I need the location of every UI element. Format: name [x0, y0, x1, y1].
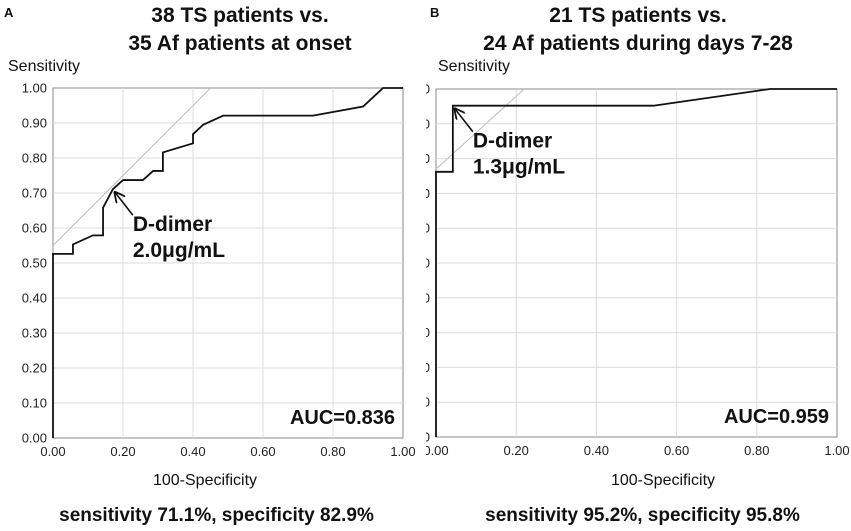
x-tick-label: 1.00 — [824, 443, 849, 458]
y-tick-label: 0.60 — [22, 221, 47, 236]
x-tick-label: 0.60 — [664, 443, 689, 458]
x-tick-label: 0.20 — [504, 443, 529, 458]
y-tick-label: 0.30 — [426, 325, 430, 340]
chart-title-line-2: 35 Af patients at onset — [128, 32, 352, 55]
x-tick-label: 0.80 — [320, 444, 345, 459]
y-axis-label: Sensitivity — [8, 58, 81, 75]
y-axis-label: Sensitivity — [438, 58, 511, 75]
x-tick-label: 0.00 — [426, 443, 449, 458]
y-tick-label: 0.20 — [22, 361, 47, 376]
y-tick-label: 1.00 — [426, 82, 430, 97]
y-tick-label: 1.00 — [22, 81, 47, 96]
x-tick-label: 0.00 — [40, 444, 65, 459]
roc-curve — [435, 88, 837, 437]
y-tick-label: 0.50 — [22, 256, 47, 271]
x-tick-label: 1.00 — [390, 444, 415, 459]
annotation-label: D-dimer — [473, 130, 552, 153]
y-tick-label: 0.90 — [22, 116, 47, 131]
y-tick-label: 0.00 — [426, 430, 430, 445]
annotation-value: 1.3μg/mL — [473, 156, 565, 179]
x-tick-label: 0.40 — [584, 443, 609, 458]
y-tick-label: 0.50 — [426, 256, 430, 271]
x-axis-label: 100-Specificity — [610, 472, 716, 489]
y-tick-label: 0.60 — [426, 221, 430, 236]
y-tick-label: 0.80 — [426, 151, 430, 166]
roc-plot-a: 0.00 0.20 0.40 0.60 0.80 1.00 0.00 0.10 0.20 0.30… — [22, 81, 416, 460]
auc-label: AUC=0.959 — [724, 406, 829, 428]
chart-title-line-2: 24 Af patients during days 7-28 — [483, 32, 793, 55]
y-tick-label: 0.70 — [22, 186, 47, 201]
x-tick-label: 0.40 — [180, 444, 205, 459]
y-tick-label: 0.90 — [426, 116, 430, 131]
chart-title: 21 TS patients vs. 24 Af patients during… — [418, 2, 851, 58]
summary-footer: sensitivity 95.2%, specificity 95.8% — [485, 505, 800, 526]
reference-line — [52, 87, 211, 246]
chart-title-line-1: 21 TS patients vs. — [549, 4, 727, 27]
panel-label: A — [4, 5, 14, 20]
y-tick-label: 0.40 — [426, 290, 430, 305]
auc-label: AUC=0.836 — [290, 407, 395, 429]
y-tick-label: 0.40 — [22, 291, 47, 306]
panel-label: B — [430, 5, 440, 20]
y-tick-label: 0.00 — [22, 431, 47, 446]
y-tick-label: 0.10 — [22, 396, 47, 411]
roc-curve — [52, 87, 403, 438]
x-tick-label: 0.80 — [744, 443, 769, 458]
reference-line — [435, 88, 525, 170]
y-tick-label: 0.70 — [426, 186, 430, 201]
y-tick-label: 0.80 — [22, 151, 47, 166]
y-tick-label: 0.30 — [22, 326, 47, 341]
x-tick-label: 0.20 — [110, 444, 135, 459]
y-tick-label: 0.10 — [426, 395, 430, 410]
chart-title: 38 TS patients vs. 35 Af patients at ons… — [20, 2, 460, 58]
annotation-arrow — [115, 192, 134, 216]
annotation-label: D-dimer — [133, 213, 212, 236]
x-tick-label: 0.60 — [250, 444, 275, 459]
annotation-arrow — [455, 109, 474, 133]
annotation-value: 2.0μg/mL — [133, 239, 225, 262]
summary-footer: sensitivity 71.1%, specificity 82.9% — [59, 505, 374, 526]
panel-a: A 38 TS patients vs. 35 Af patients at o… — [0, 0, 425, 531]
x-axis-label: 100-Specificity — [152, 472, 258, 489]
y-tick-label: 0.20 — [426, 360, 430, 375]
chart-title-line-1: 38 TS patients vs. — [151, 4, 329, 27]
roc-plot-b: 0.00 0.20 0.40 0.60 0.80 1.00 0.00 0.10 0.20 0.30… — [426, 82, 850, 459]
panel-b: B 21 TS patients vs. 24 Af patients duri… — [426, 0, 851, 531]
